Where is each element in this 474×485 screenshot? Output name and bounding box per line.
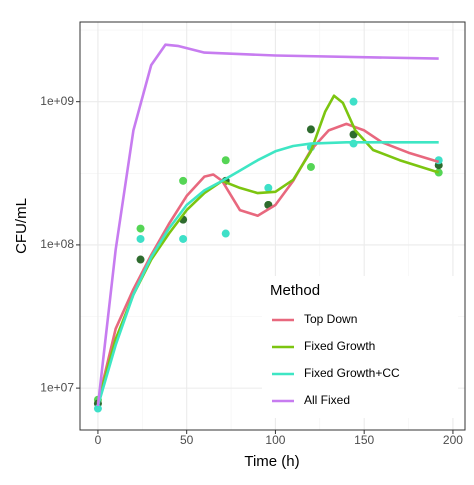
- series-line: [96, 43, 439, 407]
- data-point: [136, 224, 145, 233]
- x-tick-label: 0: [95, 433, 102, 447]
- y-tick-label: 1e+09: [40, 94, 74, 108]
- data-point: [306, 162, 315, 171]
- x-tick-label: 100: [265, 433, 285, 447]
- panel-border: [79, 21, 466, 431]
- data-point: [136, 255, 145, 264]
- data-point: [264, 183, 273, 192]
- data-point: [221, 229, 230, 238]
- series-line: [96, 122, 440, 404]
- y-tick-label: 1e+07: [40, 380, 74, 394]
- legend-label: Top Down: [304, 312, 357, 326]
- x-tick-label: 150: [354, 433, 374, 447]
- data-point: [349, 97, 358, 106]
- legend-box: [262, 276, 458, 418]
- y-tick-label: 1e+08: [40, 237, 74, 251]
- data-point: [179, 176, 188, 185]
- data-point: [306, 125, 315, 134]
- series-line: [96, 141, 439, 407]
- series-line: [96, 94, 440, 404]
- data-point: [93, 404, 102, 413]
- x-tick-label: 50: [180, 433, 194, 447]
- legend-title: Method: [270, 282, 320, 299]
- legend-label: Fixed Growth: [304, 339, 375, 353]
- legend-label: Fixed Growth+CC: [304, 366, 400, 380]
- data-point: [136, 234, 145, 243]
- data-point: [221, 156, 230, 165]
- x-axis-title: Time (h): [244, 453, 299, 470]
- y-axis-title: CFU/mL: [13, 198, 30, 254]
- x-tick-label: 200: [443, 433, 463, 447]
- legend-label: All Fixed: [304, 393, 350, 407]
- data-point: [179, 234, 188, 243]
